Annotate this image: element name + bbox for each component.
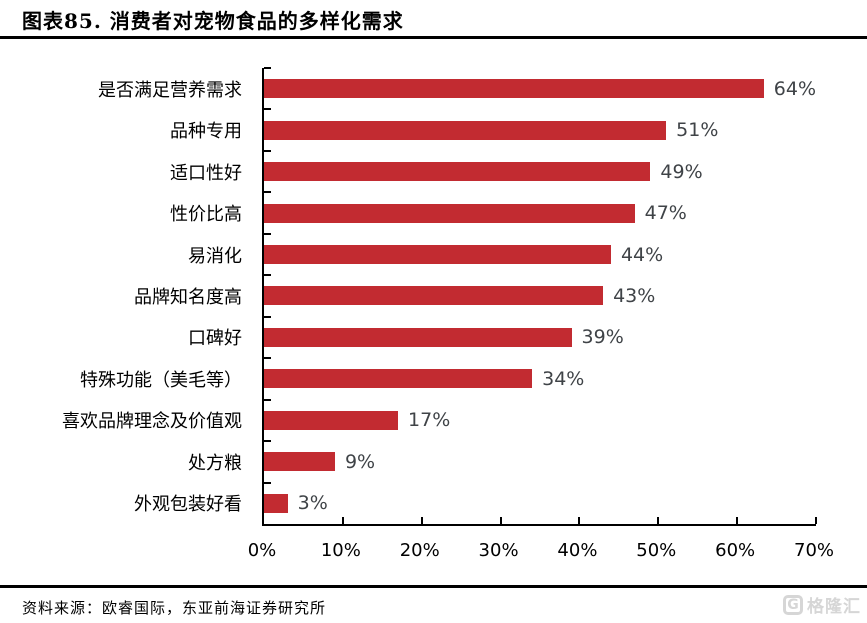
value-label: 39% (581, 326, 624, 349)
chart-title: 图表85. 消费者对宠物食品的多样化需求 (22, 9, 404, 33)
y-axis-tick (264, 440, 271, 443)
y-axis-tick (264, 315, 271, 318)
category-label: 喜欢品牌理念及价值观 (62, 411, 242, 433)
category-label: 外观包装好看 (134, 494, 242, 516)
value-label: 64% (773, 77, 816, 100)
bar-row: 9% (264, 441, 816, 482)
bar-row: 17% (264, 400, 816, 441)
y-axis-tick (264, 232, 271, 235)
bar (264, 120, 667, 140)
gelonghui-logo-icon: G (783, 594, 803, 615)
x-axis-tick (341, 517, 344, 524)
x-axis-tick-label: 30% (478, 540, 519, 561)
bar (264, 245, 611, 265)
value-label: 43% (613, 284, 656, 307)
value-label: 51% (676, 119, 719, 142)
category-label: 是否满足营养需求 (98, 79, 242, 101)
x-axis-tick (736, 517, 739, 524)
y-axis-tick (264, 398, 271, 401)
bar (264, 162, 651, 182)
bar-row: 3% (264, 483, 816, 524)
y-axis-tick (264, 191, 271, 194)
bar-row: 51% (264, 109, 816, 150)
bar (264, 369, 533, 389)
category-label: 品种专用 (170, 121, 242, 143)
bar-row: 44% (264, 234, 816, 275)
x-axis-tick (578, 517, 581, 524)
y-axis-tick (264, 357, 271, 360)
category-label: 口碑好 (188, 328, 242, 350)
value-label: 9% (344, 450, 376, 473)
title-underline (0, 36, 867, 39)
plot-area: 64% 51% 49% 47% 44% 43% 39% 34% 17% 9% 3% (262, 67, 817, 526)
value-label: 17% (408, 409, 451, 432)
bar-row: 34% (264, 358, 816, 399)
gelonghui-logo-text: 格隆汇 (807, 597, 861, 617)
bar-row: 43% (264, 275, 816, 316)
y-axis-tick (264, 149, 271, 152)
category-label: 性价比高 (170, 204, 242, 226)
y-axis-tick (264, 67, 271, 69)
y-axis-tick (264, 274, 271, 277)
x-axis-tick-label: 10% (320, 540, 361, 561)
y-axis-tick (264, 481, 271, 484)
x-axis-tick-label: 0% (247, 540, 277, 561)
value-label: 34% (542, 367, 585, 390)
bar (264, 286, 604, 306)
category-label: 处方粮 (188, 452, 242, 474)
x-axis-tick (499, 517, 502, 524)
x-axis-tick (420, 517, 423, 524)
bar (264, 327, 572, 347)
x-axis-tick (657, 517, 660, 524)
x-axis-tick-label: 70% (793, 540, 835, 561)
bar-row: 64% (264, 68, 816, 109)
bar-rows: 64% 51% 49% 47% 44% 43% 39% 34% 17% 9% 3% (264, 68, 816, 524)
bar (264, 452, 335, 472)
bar-row: 39% (264, 317, 816, 358)
value-label: 49% (660, 160, 703, 183)
x-axis-tick (815, 517, 817, 524)
value-label: 47% (644, 202, 687, 225)
bar-row: 49% (264, 151, 816, 192)
x-axis-tick-label: 20% (399, 540, 440, 561)
category-label: 品牌知名度高 (134, 286, 242, 308)
category-label: 特殊功能（美毛等） (80, 369, 242, 391)
x-axis-tick-label: 60% (715, 540, 756, 561)
value-label: 3% (297, 492, 328, 515)
y-axis-tick (264, 108, 271, 111)
footer-divider (0, 585, 867, 588)
category-label: 易消化 (188, 245, 242, 267)
category-label: 适口性好 (170, 162, 242, 184)
x-axis-tick-label: 40% (557, 540, 598, 561)
bar (264, 493, 288, 513)
gelonghui-logo: G 格隆汇 (783, 592, 861, 617)
category-axis: 是否满足营养需求品种专用适口性好性价比高易消化品牌知名度高口碑好特殊功能（美毛等… (0, 68, 250, 524)
bar (264, 203, 635, 223)
bar (264, 410, 399, 430)
bar-row: 47% (264, 192, 816, 233)
x-axis-tick-label: 50% (636, 540, 677, 561)
source-note: 资料来源：欧睿国际，东亚前海证券研究所 (22, 599, 327, 617)
value-label: 44% (620, 243, 664, 266)
x-axis-labels: 0% 10% 20% 30% 40% 50% 60% 70% (248, 540, 834, 566)
bar (264, 79, 764, 99)
